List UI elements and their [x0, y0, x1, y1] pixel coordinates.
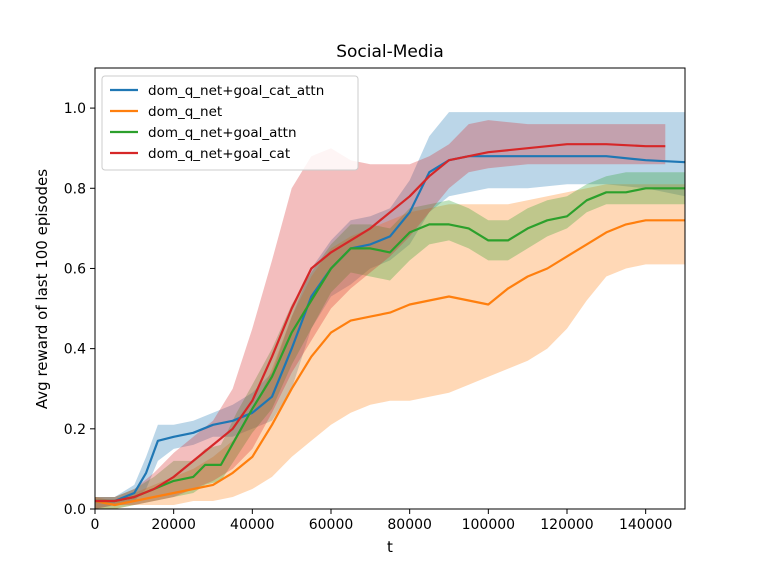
- legend-box: [101, 75, 359, 171]
- series-line-dom-q-net: [94, 219, 685, 507]
- series-line-dom-q-net-goal-cat: [95, 143, 666, 503]
- x-tick-label: 60000: [309, 517, 354, 533]
- band-dom-q-net-goal-cat: [95, 120, 666, 509]
- x-tick-label: 0: [91, 517, 100, 533]
- y-tick-label: 0.0: [64, 502, 86, 518]
- x-tick-label: 20000: [151, 517, 196, 533]
- y-tick-label: 1.0: [64, 101, 86, 117]
- plot-frame: [94, 67, 686, 510]
- series-lines: [94, 143, 686, 507]
- legend-label-dom-q-net-goal-attn: dom_q_net+goal_attn: [148, 125, 297, 141]
- series-line-dom-q-net-goal-attn: [95, 187, 685, 503]
- y-tick-label: 0.6: [64, 261, 86, 277]
- chart-title: Social-Media: [336, 42, 444, 62]
- band-dom-q-net-goal-cat-attn: [95, 112, 685, 509]
- axes: 0 20000 40000 60000 80000 100000 120000 140000 0…: [64, 67, 686, 533]
- legend-label-dom-q-net-goal-cat-attn: dom_q_net+goal_cat_attn: [148, 83, 324, 99]
- y-tick-label: 0.8: [64, 181, 86, 197]
- y-tick-label: 0.2: [64, 422, 86, 438]
- legend-label-dom-q-net: dom_q_net: [148, 104, 222, 120]
- x-tick-label: 140000: [619, 517, 672, 533]
- y-axis-label: Avg reward of last 100 episodes: [33, 169, 51, 409]
- legend: dom_q_net+goal_cat_attn dom_q_net dom_q_ne…: [101, 75, 359, 171]
- legend-label-dom-q-net-goal-cat: dom_q_net+goal_cat: [148, 146, 290, 162]
- x-tick-label: 40000: [230, 517, 275, 533]
- x-tick-label: 120000: [540, 517, 593, 533]
- y-tick-label: 0.4: [64, 342, 86, 358]
- x-tick-label: 80000: [387, 517, 432, 533]
- x-tick-label: 100000: [462, 517, 515, 533]
- x-axis-label: t: [387, 538, 393, 556]
